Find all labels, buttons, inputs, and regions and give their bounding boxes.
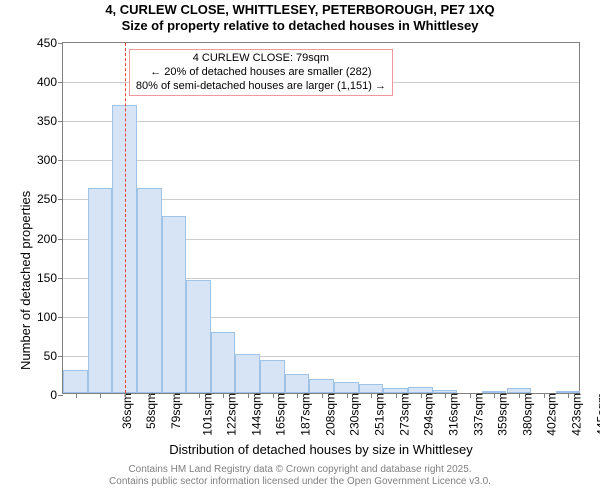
histogram-bar <box>186 280 211 393</box>
x-tick-mark <box>494 393 495 398</box>
y-tick-label: 50 <box>44 349 63 363</box>
plot-area: 05010015020025030035040045036sqm58sqm79s… <box>62 42 580 394</box>
gridline <box>63 121 579 122</box>
gridline <box>63 160 579 161</box>
x-tick-label: 58sqm <box>142 393 158 429</box>
x-tick-label: 402sqm <box>543 393 559 436</box>
histogram-bar <box>211 332 236 393</box>
x-axis-title: Distribution of detached houses by size … <box>62 442 580 457</box>
x-tick-label: 359sqm <box>494 393 510 436</box>
histogram-bar <box>507 388 532 393</box>
histogram-bar <box>285 374 310 393</box>
histogram-bar <box>433 390 458 393</box>
x-tick-label: 208sqm <box>321 393 337 436</box>
y-tick-label: 200 <box>37 232 63 246</box>
chart-root: 4, CURLEW CLOSE, WHITTLESEY, PETERBOROUG… <box>0 0 600 500</box>
y-tick-label: 100 <box>37 310 63 324</box>
chart-title: 4, CURLEW CLOSE, WHITTLESEY, PETERBOROUG… <box>0 2 600 35</box>
y-axis-title: Number of detached properties <box>18 191 33 370</box>
x-tick-label: 251sqm <box>371 393 387 436</box>
footnote-line-1: Contains HM Land Registry data © Crown c… <box>0 464 600 476</box>
x-tick-label: 445sqm <box>592 393 600 436</box>
x-tick-label: 101sqm <box>198 393 214 436</box>
x-tick-mark <box>125 393 126 398</box>
x-tick-label: 337sqm <box>469 393 485 436</box>
histogram-bar <box>235 354 260 393</box>
y-tick-label: 0 <box>50 388 63 402</box>
x-tick-label: 36sqm <box>118 393 134 429</box>
x-tick-mark <box>421 393 422 398</box>
x-tick-mark <box>568 393 569 398</box>
x-tick-mark <box>199 393 200 398</box>
x-tick-mark <box>248 393 249 398</box>
x-tick-mark <box>445 393 446 398</box>
title-line-1: 4, CURLEW CLOSE, WHITTLESEY, PETERBOROUG… <box>0 2 600 18</box>
x-tick-mark <box>322 393 323 398</box>
x-tick-label: 273sqm <box>395 393 411 436</box>
y-tick-label: 400 <box>37 75 63 89</box>
histogram-bar <box>137 188 162 393</box>
histogram-bar <box>334 382 359 393</box>
y-tick-label: 250 <box>37 192 63 206</box>
x-tick-label: 380sqm <box>519 393 535 436</box>
annotation-line: 80% of semi-detached houses are larger (… <box>136 80 386 94</box>
x-tick-mark <box>297 393 298 398</box>
x-tick-label: 423sqm <box>568 393 584 436</box>
x-tick-mark <box>396 393 397 398</box>
footnote-line-2: Contains public sector information licen… <box>0 476 600 488</box>
x-tick-label: 230sqm <box>346 393 362 436</box>
annotation-line: 4 CURLEW CLOSE: 79sqm <box>136 52 386 66</box>
histogram-bar <box>88 188 113 393</box>
y-tick-label: 150 <box>37 271 63 285</box>
x-tick-mark <box>544 393 545 398</box>
x-tick-label: 122sqm <box>223 393 239 436</box>
annotation-line: ← 20% of detached houses are smaller (28… <box>136 66 386 80</box>
histogram-bar <box>63 370 88 393</box>
x-tick-mark <box>347 393 348 398</box>
histogram-bar <box>556 391 581 393</box>
x-tick-label: 165sqm <box>272 393 288 436</box>
x-tick-label: 294sqm <box>420 393 436 436</box>
x-tick-mark <box>519 393 520 398</box>
x-tick-label: 187sqm <box>297 393 313 436</box>
x-tick-mark <box>470 393 471 398</box>
x-tick-mark <box>273 393 274 398</box>
histogram-bar <box>162 216 187 393</box>
x-tick-mark <box>174 393 175 398</box>
x-tick-mark <box>100 393 101 398</box>
title-line-2: Size of property relative to detached ho… <box>0 18 600 34</box>
property-marker-line <box>125 43 126 393</box>
annotation-box: 4 CURLEW CLOSE: 79sqm← 20% of detached h… <box>129 49 393 96</box>
x-tick-label: 144sqm <box>248 393 264 436</box>
footnote: Contains HM Land Registry data © Crown c… <box>0 464 600 488</box>
histogram-bar <box>359 384 384 393</box>
histogram-bar <box>383 388 408 393</box>
histogram-bar <box>309 379 334 393</box>
y-tick-label: 450 <box>37 36 63 50</box>
y-tick-label: 350 <box>37 114 63 128</box>
x-tick-mark <box>76 393 77 398</box>
x-tick-label: 79sqm <box>167 393 183 429</box>
x-tick-mark <box>150 393 151 398</box>
histogram-bar <box>408 387 433 393</box>
histogram-bar <box>260 360 285 393</box>
x-tick-mark <box>223 393 224 398</box>
histogram-bar <box>482 391 507 393</box>
x-tick-mark <box>371 393 372 398</box>
x-tick-label: 316sqm <box>445 393 461 436</box>
y-tick-label: 300 <box>37 153 63 167</box>
